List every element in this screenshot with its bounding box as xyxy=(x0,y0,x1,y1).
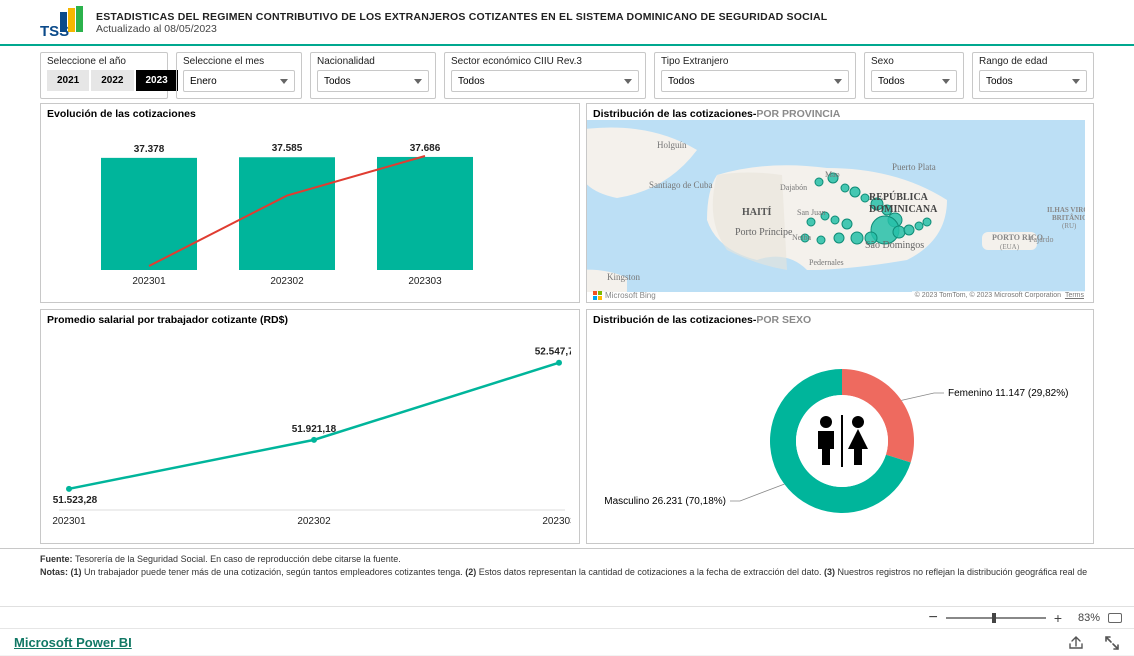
filter-month: Seleccione el mes Enero xyxy=(176,52,302,99)
fit-to-page-icon[interactable] xyxy=(1108,613,1122,623)
svg-text:Fajardo: Fajardo xyxy=(1029,235,1053,244)
svg-text:(EUA): (EUA) xyxy=(1000,243,1020,251)
card-title: Distribución de las cotizaciones-POR PRO… xyxy=(587,104,1093,120)
svg-text:HAITÍ: HAITÍ xyxy=(742,206,772,218)
fullscreen-icon[interactable] xyxy=(1104,635,1120,651)
chevron-down-icon xyxy=(280,79,288,84)
zoom-value: 83% xyxy=(1070,612,1100,624)
svg-text:202302: 202302 xyxy=(270,276,304,287)
filter-tipo: Tipo Extranjero Todos xyxy=(654,52,856,99)
svg-text:52.547,78: 52.547,78 xyxy=(535,347,571,358)
svg-text:(RU): (RU) xyxy=(1062,222,1077,230)
svg-text:51.523,28: 51.523,28 xyxy=(53,495,98,506)
card-title: Promedio salarial por trabajador cotizan… xyxy=(41,310,579,326)
zoom-out-button[interactable]: − xyxy=(928,613,937,623)
map-copyright: © 2023 TomTom, © 2023 Microsoft Corporat… xyxy=(912,291,1087,300)
svg-text:BRITÂNICAS: BRITÂNICAS xyxy=(1052,214,1085,222)
svg-text:202302: 202302 xyxy=(297,516,331,527)
map-chart[interactable]: Holguín Santiago de Cuba Dajabón Mao Puerto … xyxy=(587,120,1085,292)
month-dropdown[interactable]: Enero xyxy=(183,70,295,92)
sexo-dropdown[interactable]: Todos xyxy=(871,70,957,92)
svg-text:São Domingos: São Domingos xyxy=(865,240,924,251)
edad-dropdown[interactable]: Todos xyxy=(979,70,1087,92)
svg-text:Neiba: Neiba xyxy=(792,233,812,242)
svg-text:TSS: TSS xyxy=(40,23,69,40)
svg-text:Mao: Mao xyxy=(825,170,840,179)
powerbi-brand-link[interactable]: Microsoft Power BI xyxy=(14,635,132,650)
chevron-down-icon xyxy=(1072,79,1080,84)
updated-line: Actualizado al 08/05/2023 xyxy=(96,23,827,35)
year-button-2023[interactable]: 2023 xyxy=(136,70,178,91)
card-salary: Promedio salarial por trabajador cotizan… xyxy=(40,309,580,544)
share-icon[interactable] xyxy=(1068,635,1084,651)
card-title: Distribución de las cotizaciones-POR SEX… xyxy=(587,310,1093,326)
svg-text:Femenino 11.147 (29,82%): Femenino 11.147 (29,82%) xyxy=(948,388,1068,399)
tipo-dropdown[interactable]: Todos xyxy=(661,70,849,92)
evolucion-chart[interactable]: 37.378 202301 37.585 202302 37.686 202303 xyxy=(41,120,561,295)
tss-logo: TSS xyxy=(40,6,86,40)
filter-edad: Rango de edad Todos xyxy=(972,52,1094,99)
year-button-2021[interactable]: 2021 xyxy=(47,70,89,91)
svg-text:Puerto Plata: Puerto Plata xyxy=(892,162,936,172)
svg-text:Masculino 26.231 (70,18%): Masculino 26.231 (70,18%) xyxy=(604,496,726,507)
bing-attribution: Microsoft Bing xyxy=(593,291,656,300)
svg-text:37.686: 37.686 xyxy=(410,143,441,154)
nationality-dropdown[interactable]: Todos xyxy=(317,70,429,92)
svg-text:ILHAS VIRGENS: ILHAS VIRGENS xyxy=(1047,206,1085,214)
svg-text:ingston: ingston xyxy=(587,272,614,282)
svg-text:37.378: 37.378 xyxy=(134,144,165,155)
salary-chart[interactable]: 51.523,28 202301 51.921,18 202302 52.547,78 2… xyxy=(41,326,571,536)
svg-text:202301: 202301 xyxy=(52,516,86,527)
filter-bar: Seleccione el año 202120222023 Seleccion… xyxy=(0,46,1134,101)
card-donut: Distribución de las cotizaciones-POR SEX… xyxy=(586,309,1094,544)
svg-text:Porto Príncipe: Porto Príncipe xyxy=(735,227,793,238)
svg-text:DOMINICANA: DOMINICANA xyxy=(869,204,938,215)
year-button-2022[interactable]: 2022 xyxy=(91,70,133,91)
dashboard-canvas: TSS ESTADISTICAS DEL REGIMEN CONTRIBUTIV… xyxy=(0,0,1134,606)
chevron-down-icon xyxy=(624,79,632,84)
svg-text:Santiago de Cuba: Santiago de Cuba xyxy=(649,180,713,190)
chevron-down-icon xyxy=(942,79,950,84)
page-title: ESTADISTICAS DEL REGIMEN CONTRIBUTIVO DE… xyxy=(96,11,827,23)
card-evolucion: Evolución de las cotizaciones 37.378 2023… xyxy=(40,103,580,303)
powerbi-chrome: − + 83% Microsoft Power BI xyxy=(0,606,1134,655)
svg-text:Pedernales: Pedernales xyxy=(809,258,844,267)
filter-year: Seleccione el año 202120222023 xyxy=(40,52,168,99)
svg-text:202301: 202301 xyxy=(132,276,166,287)
chevron-down-icon xyxy=(414,79,422,84)
donut-chart[interactable]: Femenino 11.147 (29,82%) Masculino 26.231… xyxy=(587,326,1085,538)
filter-nationality: Nacionalidad Todos xyxy=(310,52,436,99)
filter-sexo: Sexo Todos xyxy=(864,52,964,99)
svg-text:37.585: 37.585 xyxy=(272,143,303,154)
chevron-down-icon xyxy=(834,79,842,84)
header: TSS ESTADISTICAS DEL REGIMEN CONTRIBUTIV… xyxy=(0,0,1134,46)
svg-text:202303: 202303 xyxy=(408,276,442,287)
zoom-slider[interactable] xyxy=(946,617,1046,619)
zoom-in-button[interactable]: + xyxy=(1054,610,1062,626)
card-map: Distribución de las cotizaciones-POR PRO… xyxy=(586,103,1094,303)
card-title: Evolución de las cotizaciones xyxy=(41,104,579,120)
svg-text:51.921,18: 51.921,18 xyxy=(292,424,337,435)
svg-text:San Juan: San Juan xyxy=(797,208,826,217)
svg-text:202303: 202303 xyxy=(542,516,571,527)
svg-text:Holguín: Holguín xyxy=(657,140,687,150)
svg-text:Dajabón: Dajabón xyxy=(780,183,807,192)
footer-notes: Fuente: Tesorería de la Seguridad Social… xyxy=(0,548,1134,578)
sector-dropdown[interactable]: Todos xyxy=(451,70,639,92)
svg-text:REPÚBLICA: REPÚBLICA xyxy=(869,191,929,203)
filter-sector: Sector económico CIIU Rev.3 Todos xyxy=(444,52,646,99)
